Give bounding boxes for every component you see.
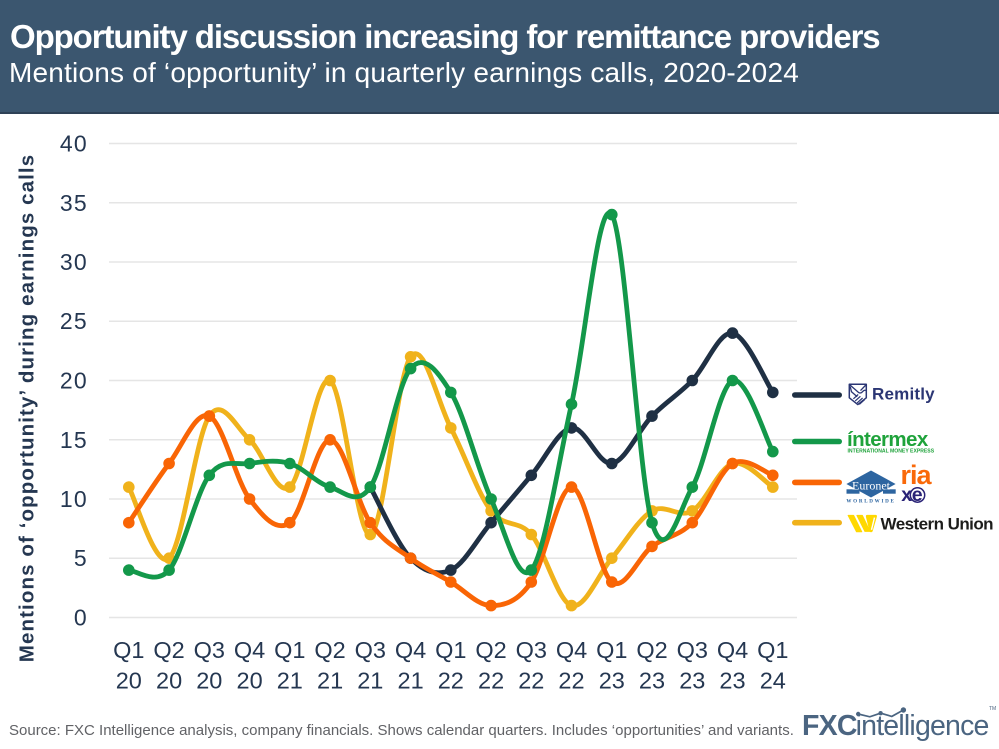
svg-text:Q3: Q3 [194, 637, 225, 663]
svg-text:30: 30 [60, 249, 88, 275]
svg-text:21: 21 [357, 668, 383, 694]
svg-text:xe: xe [901, 484, 922, 506]
svg-text:Q1: Q1 [596, 637, 627, 663]
svg-text:24: 24 [760, 668, 786, 694]
svg-text:23: 23 [719, 668, 745, 694]
svg-text:21: 21 [277, 668, 303, 694]
svg-text:40: 40 [60, 131, 88, 157]
svg-text:Q2: Q2 [475, 637, 506, 663]
svg-text:5: 5 [74, 545, 88, 571]
svg-text:Mentions of ‘opportunity’ duri: Mentions of ‘opportunity’ during earning… [16, 154, 39, 662]
svg-text:Q1: Q1 [113, 637, 144, 663]
svg-text:22: 22 [518, 668, 544, 694]
svg-text:20: 20 [60, 368, 88, 394]
svg-text:TM: TM [989, 706, 996, 712]
svg-text:21: 21 [398, 668, 424, 694]
svg-text:Q4: Q4 [395, 637, 426, 663]
svg-text:Q3: Q3 [677, 637, 708, 663]
svg-text:20: 20 [116, 668, 142, 694]
svg-text:íntermex: íntermex [847, 428, 929, 451]
svg-text:FXCintelligence: FXCintelligence [802, 710, 989, 742]
svg-text:35: 35 [60, 190, 88, 216]
svg-text:Q3: Q3 [516, 637, 547, 663]
svg-text:22: 22 [558, 668, 584, 694]
svg-text:20: 20 [196, 668, 222, 694]
svg-text:0: 0 [74, 605, 88, 631]
svg-text:23: 23 [599, 668, 625, 694]
svg-text:Q2: Q2 [153, 637, 184, 663]
svg-text:Q1: Q1 [274, 637, 305, 663]
svg-text:Q1: Q1 [757, 637, 788, 663]
svg-text:Q1: Q1 [435, 637, 466, 663]
svg-text:Q3: Q3 [355, 637, 386, 663]
svg-text:Q4: Q4 [556, 637, 587, 663]
svg-text:Q2: Q2 [636, 637, 667, 663]
svg-text:22: 22 [478, 668, 504, 694]
svg-text:25: 25 [60, 308, 88, 334]
svg-text:15: 15 [60, 427, 88, 453]
svg-text:Q4: Q4 [717, 637, 748, 663]
svg-text:Euronet: Euronet [852, 479, 891, 493]
svg-text:Q4: Q4 [234, 637, 265, 663]
svg-text:23: 23 [639, 668, 665, 694]
svg-text:Remitly: Remitly [872, 385, 935, 404]
svg-text:INTERNATIONAL MONEY EXPRESS: INTERNATIONAL MONEY EXPRESS [848, 449, 935, 455]
svg-text:ria: ria [901, 460, 933, 490]
svg-text:22: 22 [438, 668, 464, 694]
svg-text:WORLDWIDE: WORLDWIDE [846, 499, 895, 505]
svg-text:21: 21 [317, 668, 343, 694]
svg-text:Western Union: Western Union [881, 514, 994, 533]
svg-text:20: 20 [156, 668, 182, 694]
svg-text:23: 23 [679, 668, 705, 694]
svg-text:20: 20 [237, 668, 263, 694]
svg-text:10: 10 [60, 486, 88, 512]
svg-text:Q2: Q2 [314, 637, 345, 663]
